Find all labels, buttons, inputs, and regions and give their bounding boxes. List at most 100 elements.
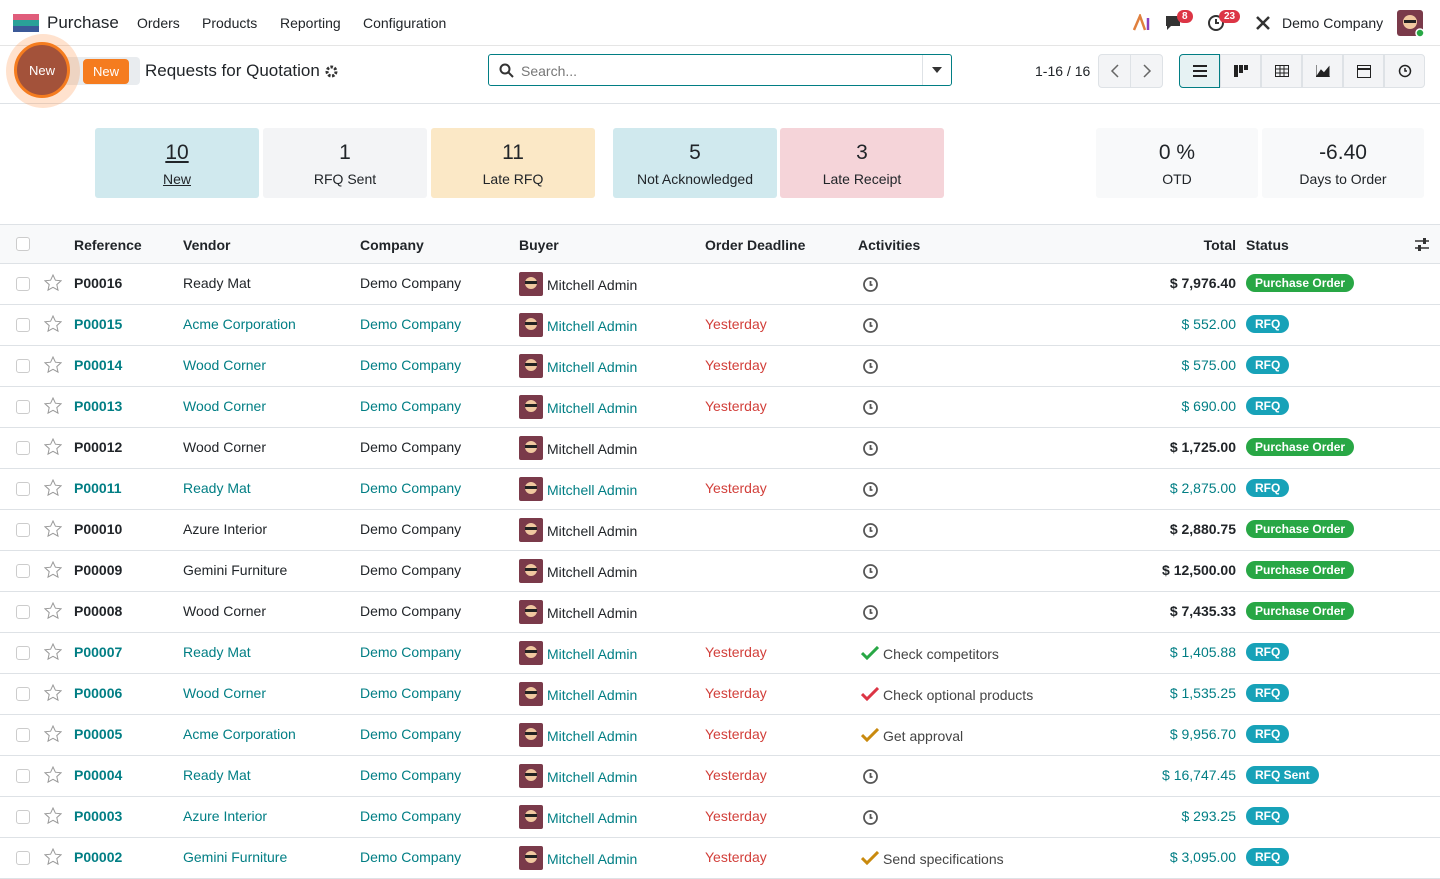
buyer-avatar[interactable] xyxy=(519,723,543,747)
row-checkbox[interactable] xyxy=(16,810,30,824)
activity-clock[interactable] xyxy=(862,399,879,416)
activity-icon[interactable] xyxy=(861,646,879,660)
table-row[interactable]: P00015 Acme Corporation Demo Company Mitche… xyxy=(0,305,1440,346)
column-header[interactable]: Activities xyxy=(858,237,921,253)
buyer-avatar[interactable] xyxy=(519,846,543,870)
row-checkbox[interactable] xyxy=(16,728,30,742)
pager-next[interactable] xyxy=(1130,54,1163,88)
buyer-avatar[interactable] xyxy=(519,764,543,788)
column-header[interactable]: Total xyxy=(1203,237,1236,253)
buyer-avatar[interactable] xyxy=(519,395,543,419)
activity-clock[interactable] xyxy=(862,604,879,621)
table-row[interactable]: P00009 Gemini Furniture Demo Company Mitche… xyxy=(0,551,1440,592)
activity-clock[interactable] xyxy=(862,563,879,580)
table-row[interactable]: P00003 Azure Interior Demo Company Mitchell… xyxy=(0,797,1440,838)
menu-item[interactable]: Reporting xyxy=(280,15,341,31)
table-row[interactable]: P00014 Wood Corner Demo Company Mitchell Ad… xyxy=(0,346,1440,387)
table-row[interactable]: P00007 Ready Mat Demo Company Mitchell Admi… xyxy=(0,633,1440,674)
menu-item[interactable]: Products xyxy=(202,15,258,31)
buyer-avatar[interactable] xyxy=(519,477,543,501)
filter-tile[interactable]: 3 Late Receipt xyxy=(780,128,944,198)
search-box[interactable]: Search... xyxy=(488,54,952,86)
search-toggle[interactable] xyxy=(932,67,942,73)
row-checkbox[interactable] xyxy=(16,482,30,496)
app-name[interactable]: Purchase xyxy=(47,13,119,32)
table-row[interactable]: P00010 Azure Interior Demo Company Mitchell… xyxy=(0,510,1440,551)
buyer-avatar[interactable] xyxy=(519,354,543,378)
table-row[interactable]: P00005 Acme Corporation Demo Company Mitche… xyxy=(0,715,1440,756)
row-checkbox[interactable] xyxy=(16,769,30,783)
settings-icon[interactable] xyxy=(325,65,338,78)
activity-icon[interactable] xyxy=(861,728,879,742)
favorite-star[interactable] xyxy=(44,643,62,661)
buyer-avatar[interactable] xyxy=(519,641,543,665)
view-kanban[interactable] xyxy=(1220,54,1261,88)
table-row[interactable]: P00016 Ready Mat Demo Company Mitchell Admi… xyxy=(0,264,1440,305)
favorite-star[interactable] xyxy=(44,479,62,497)
view-calendar[interactable] xyxy=(1343,54,1384,88)
menu-item[interactable]: Orders xyxy=(137,15,180,31)
table-row[interactable]: P00002 Gemini Furniture Demo Company Mitche… xyxy=(0,838,1440,879)
row-checkbox[interactable] xyxy=(16,564,30,578)
favorite-star[interactable] xyxy=(44,356,62,374)
view-graph[interactable] xyxy=(1302,54,1343,88)
column-header[interactable]: Buyer xyxy=(519,237,559,253)
favorite-star[interactable] xyxy=(44,766,62,784)
activity-clock[interactable] xyxy=(862,276,879,293)
view-activity[interactable] xyxy=(1384,54,1425,88)
favorite-star[interactable] xyxy=(44,602,62,620)
filter-tile[interactable]: 11 Late RFQ xyxy=(431,128,595,198)
table-row[interactable]: P00011 Ready Mat Demo Company Mitchell Admi… xyxy=(0,469,1440,510)
company-switcher[interactable]: Demo Company xyxy=(1282,15,1384,31)
buyer-avatar[interactable] xyxy=(519,805,543,829)
filter-tile[interactable]: 1 RFQ Sent xyxy=(263,128,427,198)
row-checkbox[interactable] xyxy=(16,359,30,373)
row-checkbox[interactable] xyxy=(16,277,30,291)
favorite-star[interactable] xyxy=(44,848,62,866)
buyer-avatar[interactable] xyxy=(519,313,543,337)
row-checkbox[interactable] xyxy=(16,318,30,332)
activity-clock[interactable] xyxy=(862,522,879,539)
view-pivot[interactable] xyxy=(1261,54,1302,88)
row-checkbox[interactable] xyxy=(16,851,30,865)
favorite-star[interactable] xyxy=(44,725,62,743)
new-button[interactable]: New xyxy=(14,42,70,98)
table-row[interactable]: P00004 Ready Mat Demo Company Mitchell Admi… xyxy=(0,756,1440,797)
favorite-star[interactable] xyxy=(44,561,62,579)
row-checkbox[interactable] xyxy=(16,646,30,660)
table-row[interactable]: P00008 Wood Corner Demo Company Mitchell Ad… xyxy=(0,592,1440,633)
activities-icon[interactable] xyxy=(1207,14,1225,32)
table-row[interactable]: P00012 Wood Corner Demo Company Mitchell Ad… xyxy=(0,428,1440,469)
user-avatar[interactable] xyxy=(1397,10,1425,38)
buyer-avatar[interactable] xyxy=(519,559,543,583)
buyer-avatar[interactable] xyxy=(519,682,543,706)
filter-tile[interactable]: 5 Not Acknowledged xyxy=(613,128,777,198)
column-header[interactable]: Vendor xyxy=(183,237,231,253)
column-header[interactable]: Reference xyxy=(74,237,142,253)
activity-icon[interactable] xyxy=(861,851,879,865)
buyer-avatar[interactable] xyxy=(519,518,543,542)
row-checkbox[interactable] xyxy=(16,523,30,537)
ai-icon[interactable] xyxy=(1133,14,1151,32)
activity-clock[interactable] xyxy=(862,440,879,457)
column-header[interactable]: Status xyxy=(1246,237,1289,253)
table-row[interactable]: P00013 Wood Corner Demo Company Mitchell Ad… xyxy=(0,387,1440,428)
tools-icon[interactable] xyxy=(1255,15,1271,31)
row-checkbox[interactable] xyxy=(16,687,30,701)
favorite-star[interactable] xyxy=(44,520,62,538)
activity-icon[interactable] xyxy=(861,687,879,701)
select-all[interactable] xyxy=(16,237,30,251)
favorite-star[interactable] xyxy=(44,315,62,333)
table-row[interactable]: P00006 Wood Corner Demo Company Mitchell Ad… xyxy=(0,674,1440,715)
column-header[interactable]: Company xyxy=(360,237,424,253)
optional-columns[interactable] xyxy=(1415,238,1429,251)
activity-clock[interactable] xyxy=(862,481,879,498)
view-list[interactable] xyxy=(1179,54,1220,88)
pager-prev[interactable] xyxy=(1098,54,1131,88)
messages-icon[interactable] xyxy=(1164,14,1184,32)
activity-clock[interactable] xyxy=(862,809,879,826)
activity-clock[interactable] xyxy=(862,358,879,375)
row-checkbox[interactable] xyxy=(16,605,30,619)
buyer-avatar[interactable] xyxy=(519,436,543,460)
column-header[interactable]: Order Deadline xyxy=(705,237,806,253)
